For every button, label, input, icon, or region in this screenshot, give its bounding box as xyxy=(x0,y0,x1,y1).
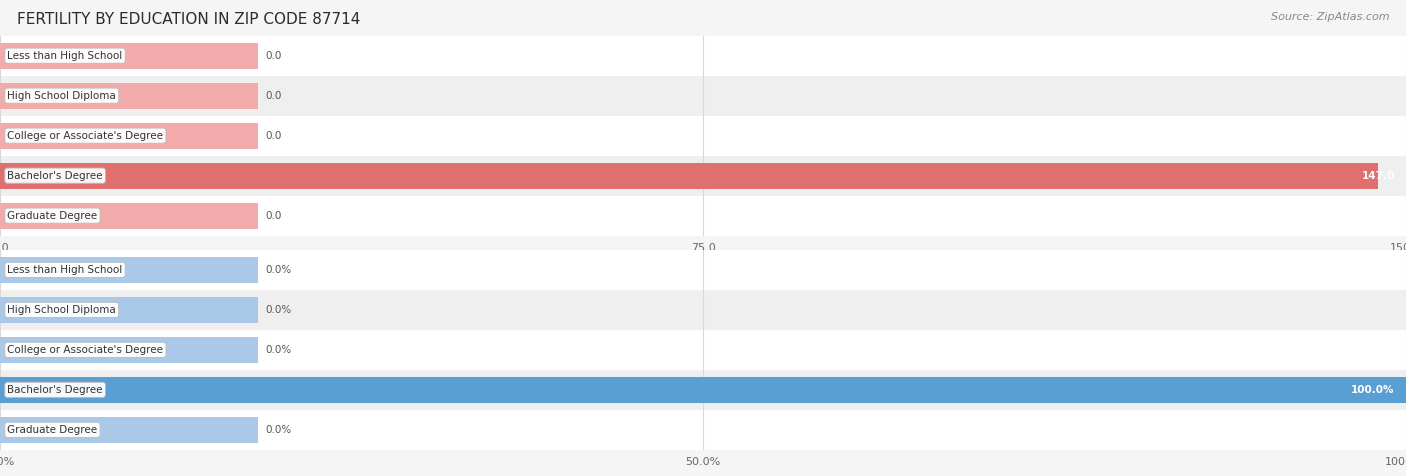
Text: 0.0: 0.0 xyxy=(266,210,283,221)
Bar xyxy=(0,290,1406,330)
Bar xyxy=(0,417,259,443)
Bar xyxy=(0,43,259,69)
Text: 147.0: 147.0 xyxy=(1361,170,1395,181)
Text: Less than High School: Less than High School xyxy=(7,265,122,275)
Bar xyxy=(0,330,1406,370)
Bar xyxy=(0,410,1406,450)
Text: FERTILITY BY EDUCATION IN ZIP CODE 87714: FERTILITY BY EDUCATION IN ZIP CODE 87714 xyxy=(17,12,360,27)
Bar xyxy=(0,203,259,228)
Text: Less than High School: Less than High School xyxy=(7,50,122,61)
Text: 0.0: 0.0 xyxy=(266,50,283,61)
Text: College or Associate's Degree: College or Associate's Degree xyxy=(7,130,163,141)
Text: Bachelor's Degree: Bachelor's Degree xyxy=(7,170,103,181)
Text: High School Diploma: High School Diploma xyxy=(7,305,117,315)
Bar xyxy=(0,83,259,109)
Text: 100.0%: 100.0% xyxy=(1351,385,1395,395)
Text: 0.0: 0.0 xyxy=(266,130,283,141)
Text: 0.0%: 0.0% xyxy=(266,305,292,315)
Bar xyxy=(0,36,1406,76)
Bar xyxy=(0,337,259,363)
Bar xyxy=(0,250,1406,290)
Bar xyxy=(0,116,1406,156)
Text: 0.0%: 0.0% xyxy=(266,265,292,275)
Text: High School Diploma: High School Diploma xyxy=(7,90,117,101)
Text: Graduate Degree: Graduate Degree xyxy=(7,425,97,435)
Bar xyxy=(0,196,1406,236)
Text: College or Associate's Degree: College or Associate's Degree xyxy=(7,345,163,355)
Bar xyxy=(0,297,259,323)
Bar xyxy=(0,156,1406,196)
Text: 0.0%: 0.0% xyxy=(266,345,292,355)
Text: Bachelor's Degree: Bachelor's Degree xyxy=(7,385,103,395)
Bar xyxy=(0,163,1378,188)
Bar xyxy=(0,123,259,149)
Text: Source: ZipAtlas.com: Source: ZipAtlas.com xyxy=(1271,12,1389,22)
Bar xyxy=(0,76,1406,116)
Text: 0.0: 0.0 xyxy=(266,90,283,101)
Bar xyxy=(0,257,259,283)
Bar xyxy=(0,370,1406,410)
Bar xyxy=(0,377,1406,403)
Text: Graduate Degree: Graduate Degree xyxy=(7,210,97,221)
Text: 0.0%: 0.0% xyxy=(266,425,292,435)
